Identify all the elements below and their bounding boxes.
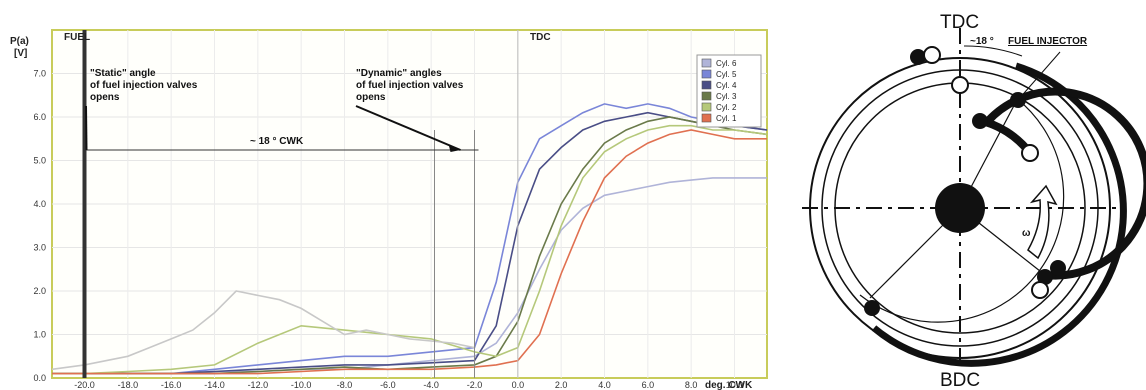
legend-swatch <box>701 69 712 79</box>
y-tick-label: 7.0 <box>33 69 46 79</box>
angle-bracket <box>963 45 1023 57</box>
marker-filled-lower-right-2 <box>1037 269 1053 285</box>
y-tick-label: 5.0 <box>33 156 46 166</box>
x-tick-label: 4.0 <box>598 380 611 390</box>
x-tick-label: 8.0 <box>685 380 698 390</box>
static-angle-text-2: of fuel injection valves <box>90 80 198 91</box>
injector-pointer <box>1017 51 1061 101</box>
dynamic-angle-text-1: "Dynamic" angles <box>356 68 442 79</box>
x-tick-label: 10.0 <box>726 380 744 390</box>
data-series <box>51 103 768 375</box>
fuel-marker-label: FUEL <box>64 32 90 43</box>
crank-hub <box>935 183 985 233</box>
x-tick-label: 2.0 <box>555 380 568 390</box>
legend-swatch <box>701 113 712 123</box>
x-tick-label: -12.0 <box>248 380 269 390</box>
marker-filled-lower-right <box>1050 260 1066 276</box>
series-line-cyl-2 <box>52 124 768 375</box>
pressure-chart: 0.0 1.0 2.0 3.0 4.0 5.0 6.0 7.0 -20.0 -18.0 -16.0 -… <box>10 29 768 390</box>
dynamic-arrow-head <box>448 144 461 152</box>
marker-open-lower-right <box>1031 281 1049 299</box>
axis-ticks: 0.0 1.0 2.0 3.0 4.0 5.0 6.0 7.0 -20.0 -18.0 -16.0 -… <box>33 69 743 390</box>
legend-entry: Cyl. 1 <box>716 114 737 123</box>
legend-entry: Cyl. 5 <box>716 70 737 79</box>
x-axis-title: deg. CWK <box>705 380 753 390</box>
x-tick-label: -10.0 <box>291 380 312 390</box>
marker-open-tdc <box>951 76 969 94</box>
series-line-unlabeled <box>51 290 475 371</box>
dynamic-leader-line <box>355 105 461 151</box>
inner-timing-arc <box>985 87 1146 280</box>
angle-label: ~18 ° <box>970 36 994 47</box>
tdc-label: TDC <box>940 12 979 33</box>
outer-circle-inner-ring <box>821 69 1099 347</box>
series-line-cyl-5 <box>52 103 768 375</box>
series-line-cyl-1 <box>52 129 767 375</box>
legend-entry: Cyl. 3 <box>716 92 737 101</box>
x-tick-label: 0.0 <box>512 380 525 390</box>
bdc-label: BDC <box>940 370 980 390</box>
legend-swatch <box>701 80 712 90</box>
annotations <box>82 30 519 378</box>
outer-timing-arc <box>871 62 1127 367</box>
x-tick-label: -8.0 <box>337 380 353 390</box>
y-tick-label: 6.0 <box>33 112 46 122</box>
y-tick-label: 1.0 <box>33 330 46 340</box>
legend-swatch <box>701 58 712 68</box>
legend-entry: Cyl. 4 <box>716 81 737 90</box>
y-axis-title-line1: P(a) <box>10 36 29 47</box>
y-tick-label: 2.0 <box>33 286 46 296</box>
x-tick-label: -14.0 <box>204 380 225 390</box>
dynamic-angle-text-3: opens <box>356 92 386 103</box>
rotation-label: ω <box>1022 228 1031 239</box>
tdc-marker-label: TDC <box>530 32 551 43</box>
legend-swatch <box>701 102 712 112</box>
x-tick-label: -4.0 <box>423 380 439 390</box>
marker-open-top-left <box>923 46 941 64</box>
x-tick-label: -16.0 <box>161 380 182 390</box>
y-tick-label: 0.0 <box>33 373 46 383</box>
dynamic-angle-text-2: of fuel injection valves <box>356 80 464 91</box>
marker-filled-top-left <box>910 49 926 65</box>
y-tick-label: 4.0 <box>33 199 46 209</box>
static-angle-text-1: "Static" angle <box>90 68 156 79</box>
x-tick-label: 6.0 <box>642 380 655 390</box>
legend-swatch <box>701 91 712 101</box>
y-axis-title-line2: [V] <box>14 48 27 59</box>
marker-open-inner <box>1021 144 1039 162</box>
y-tick-label: 3.0 <box>33 243 46 253</box>
legend-entry: Cyl. 6 <box>716 59 737 68</box>
middle-band-arc <box>859 97 1065 323</box>
x-tick-label: -6.0 <box>380 380 396 390</box>
x-tick-label: -2.0 <box>467 380 483 390</box>
fuel-injector-label: FUEL INJECTOR <box>1008 36 1088 47</box>
static-leader-line <box>85 105 88 151</box>
marker-filled-lower-left <box>864 300 880 316</box>
marker-filled-inner <box>972 113 988 129</box>
span-angle-text: ~ 18 ° CWK <box>250 136 304 147</box>
outer-circle <box>809 57 1111 359</box>
legend: Cyl. 6 Cyl. 5 Cyl. 4 Cyl. 3 Cyl. 2 Cyl. 1 <box>696 54 762 128</box>
rotation-arrow-icon <box>1027 184 1058 260</box>
legend-entry: Cyl. 2 <box>716 103 737 112</box>
x-tick-label: -18.0 <box>118 380 139 390</box>
valve-timing-diagram: ω TDC BDC ~18 ° FUEL INJECTOR <box>802 12 1146 390</box>
x-tick-label: -20.0 <box>74 380 95 390</box>
static-angle-text-3: opens <box>90 92 120 103</box>
